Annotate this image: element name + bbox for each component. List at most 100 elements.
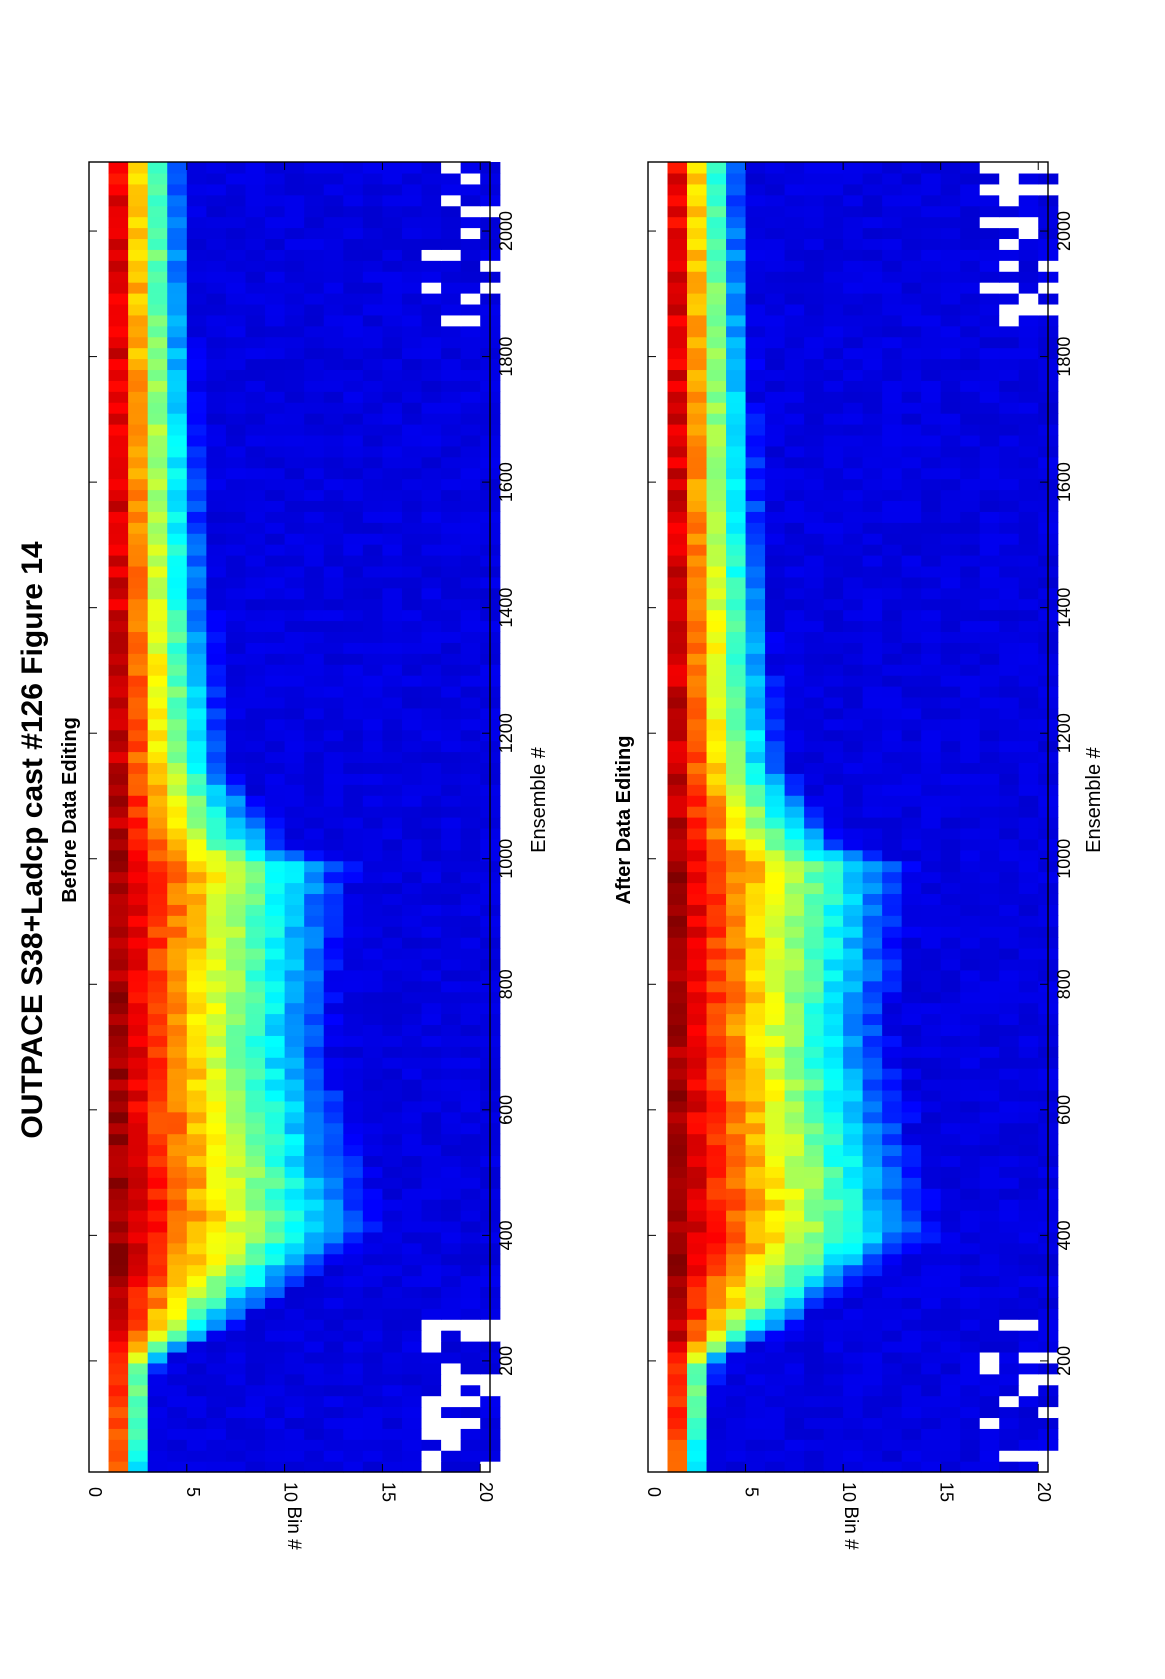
heatmap-cell xyxy=(940,937,961,949)
heatmap-cell xyxy=(128,827,149,840)
heatmap-cell xyxy=(343,565,364,578)
heatmap-cell xyxy=(765,653,786,665)
heatmap-cell xyxy=(706,325,727,338)
heatmap-cell xyxy=(843,653,864,665)
heatmap-cell xyxy=(167,1297,188,1309)
heatmap-cell xyxy=(862,849,883,862)
heatmap-cell xyxy=(167,784,188,796)
heatmap-cell xyxy=(441,893,462,905)
heatmap-cell xyxy=(108,1461,129,1473)
heatmap-cell xyxy=(726,1035,747,1047)
heatmap-cell xyxy=(745,1079,766,1091)
heatmap-cell xyxy=(245,1177,266,1189)
heatmap-cell xyxy=(940,434,961,447)
heatmap-cell xyxy=(206,1406,227,1419)
heatmap-cell xyxy=(843,740,864,753)
heatmap-cell xyxy=(999,762,1020,774)
heatmap-cell xyxy=(245,413,266,425)
heatmap-cell xyxy=(304,162,325,174)
heatmap-cell xyxy=(421,1417,442,1429)
heatmap-cell xyxy=(460,293,481,305)
heatmap-cell xyxy=(421,1242,442,1255)
heatmap-cell xyxy=(940,991,961,1004)
heatmap-cell xyxy=(225,402,247,414)
heatmap-cell xyxy=(343,1406,364,1419)
heatmap-cell xyxy=(421,172,442,185)
heatmap-cell xyxy=(108,620,129,633)
heatmap-cell xyxy=(823,1242,844,1255)
heatmap-cell xyxy=(108,1384,129,1397)
heatmap-cell xyxy=(843,293,864,305)
heatmap-cell xyxy=(804,806,825,818)
heatmap-cell xyxy=(323,806,344,818)
heatmap-cell xyxy=(1018,336,1039,349)
heatmap-cell xyxy=(667,675,688,687)
heatmap-cell xyxy=(921,849,942,862)
heatmap-cell xyxy=(765,937,786,949)
heatmap-cell xyxy=(284,937,305,949)
heatmap-cell xyxy=(421,740,442,753)
heatmap-cell xyxy=(901,1046,922,1058)
heatmap-cell xyxy=(940,456,961,469)
heatmap-cell xyxy=(108,926,129,938)
heatmap-cell xyxy=(401,740,423,753)
heatmap-cell xyxy=(823,1373,844,1386)
heatmap-cell xyxy=(940,1351,961,1364)
heatmap-cell xyxy=(441,1035,462,1047)
heatmap-cell xyxy=(862,1297,883,1309)
heatmap-cell xyxy=(706,1242,727,1255)
heatmap-cell xyxy=(186,544,207,556)
heatmap-cell xyxy=(206,1100,227,1113)
heatmap-cell xyxy=(940,729,961,742)
heatmap-cell xyxy=(304,434,325,447)
heatmap-cell xyxy=(108,1079,129,1091)
heatmap-cell xyxy=(206,1450,227,1462)
heatmap-cell xyxy=(979,937,1000,949)
heatmap-cell xyxy=(147,795,168,807)
heatmap-cell xyxy=(687,380,708,392)
heatmap-cell xyxy=(960,565,981,578)
heatmap-cell xyxy=(441,1111,462,1124)
heatmap-cell xyxy=(999,478,1020,491)
heatmap-cell xyxy=(284,325,305,338)
heatmap-cell xyxy=(843,882,864,895)
heatmap-cell xyxy=(245,948,266,960)
heatmap-cell xyxy=(401,325,423,338)
heatmap-cell xyxy=(843,1406,864,1419)
heatmap-cell xyxy=(167,1242,188,1255)
heatmap-cell xyxy=(362,1439,384,1451)
heatmap-cell xyxy=(999,1351,1020,1364)
heatmap-cell xyxy=(979,478,1000,491)
heatmap-cell xyxy=(167,958,188,971)
heatmap-cell xyxy=(784,762,805,774)
heatmap-cell xyxy=(401,467,423,480)
heatmap-cell xyxy=(882,707,903,720)
heatmap-cell xyxy=(804,893,825,905)
heatmap-cell xyxy=(726,1089,747,1102)
heatmap-cell xyxy=(921,1384,942,1397)
heatmap-cell xyxy=(265,358,286,371)
heatmap-cell xyxy=(186,1057,207,1069)
heatmap-cell xyxy=(862,1286,883,1298)
heatmap-cell xyxy=(441,1144,462,1157)
heatmap-cell xyxy=(784,249,805,261)
heatmap-cell xyxy=(323,1264,344,1277)
heatmap-cell xyxy=(765,1406,786,1419)
heatmap-cell xyxy=(882,1417,903,1429)
heatmap-cell xyxy=(999,893,1020,905)
heatmap-cell xyxy=(401,489,423,502)
heatmap-cell xyxy=(726,1111,747,1124)
heatmap-cell xyxy=(401,172,423,185)
heatmap-cell xyxy=(862,216,883,229)
heatmap-cell xyxy=(284,696,305,709)
heatmap-cell xyxy=(979,347,1000,360)
heatmap-cell xyxy=(1018,162,1039,174)
heatmap-cell xyxy=(108,445,129,458)
heatmap-cell xyxy=(382,664,403,676)
heatmap-cell xyxy=(921,980,942,993)
heatmap-cell xyxy=(343,314,364,327)
heatmap-cell xyxy=(940,555,961,567)
heatmap-cell xyxy=(186,1395,207,1408)
heatmap-cell xyxy=(401,1417,423,1429)
heatmap-cell xyxy=(108,424,129,436)
